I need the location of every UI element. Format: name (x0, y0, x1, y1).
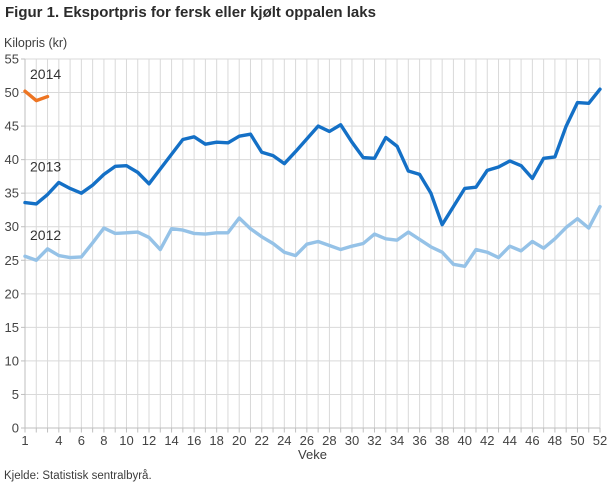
svg-text:26: 26 (300, 433, 314, 448)
svg-text:24: 24 (277, 433, 291, 448)
svg-text:20: 20 (5, 286, 19, 301)
series-line-2012 (23, 204, 602, 269)
svg-text:32: 32 (367, 433, 381, 448)
svg-text:40: 40 (5, 152, 19, 167)
svg-text:5: 5 (12, 387, 19, 402)
axes (21, 58, 601, 433)
svg-text:42: 42 (480, 433, 494, 448)
svg-text:14: 14 (164, 433, 178, 448)
svg-text:35: 35 (5, 186, 19, 201)
svg-text:44: 44 (503, 433, 517, 448)
svg-text:1: 1 (21, 433, 28, 448)
svg-text:38: 38 (435, 433, 449, 448)
svg-text:30: 30 (5, 219, 19, 234)
svg-text:6: 6 (78, 433, 85, 448)
svg-text:50: 50 (570, 433, 584, 448)
svg-text:4: 4 (55, 433, 62, 448)
series-line-2014 (23, 89, 50, 103)
svg-text:30: 30 (345, 433, 359, 448)
svg-text:52: 52 (593, 433, 607, 448)
svg-text:40: 40 (457, 433, 471, 448)
series-label-2014: 2014 (30, 66, 61, 82)
svg-text:22: 22 (255, 433, 269, 448)
svg-text:8: 8 (100, 433, 107, 448)
svg-text:16: 16 (187, 433, 201, 448)
svg-text:25: 25 (5, 253, 19, 268)
svg-text:12: 12 (142, 433, 156, 448)
svg-text:34: 34 (390, 433, 404, 448)
svg-text:50: 50 (5, 85, 19, 100)
svg-text:45: 45 (5, 119, 19, 134)
svg-text:15: 15 (5, 320, 19, 335)
x-axis-title: Veke (298, 447, 327, 462)
svg-text:48: 48 (548, 433, 562, 448)
source-note: Kjelde: Statistisk sentralbyrå. (4, 470, 152, 482)
svg-text:46: 46 (525, 433, 539, 448)
x-axis-tick-labels: 1 4 6 8 10 12 14 16 18 20 22 24 26 28 30 32 34 36 38 40 42 44… (21, 433, 607, 448)
series-label-2012: 2012 (30, 227, 61, 243)
y-axis-title: Kilopris (kr) (4, 36, 68, 50)
svg-text:28: 28 (322, 433, 336, 448)
gridlines (24, 58, 601, 429)
svg-text:55: 55 (5, 52, 19, 67)
svg-text:10: 10 (5, 353, 19, 368)
svg-text:0: 0 (12, 421, 19, 436)
svg-text:18: 18 (209, 433, 223, 448)
series-line-2013 (23, 87, 602, 227)
chart-title: Figur 1. Eksportpris for fersk eller kjø… (5, 4, 376, 21)
y-axis-tick-labels: 0 5 10 15 20 25 30 35 40 45 50 55 (5, 52, 19, 436)
svg-text:36: 36 (412, 433, 426, 448)
svg-text:20: 20 (232, 433, 246, 448)
series-label-2013: 2013 (30, 159, 61, 175)
svg-text:10: 10 (119, 433, 133, 448)
